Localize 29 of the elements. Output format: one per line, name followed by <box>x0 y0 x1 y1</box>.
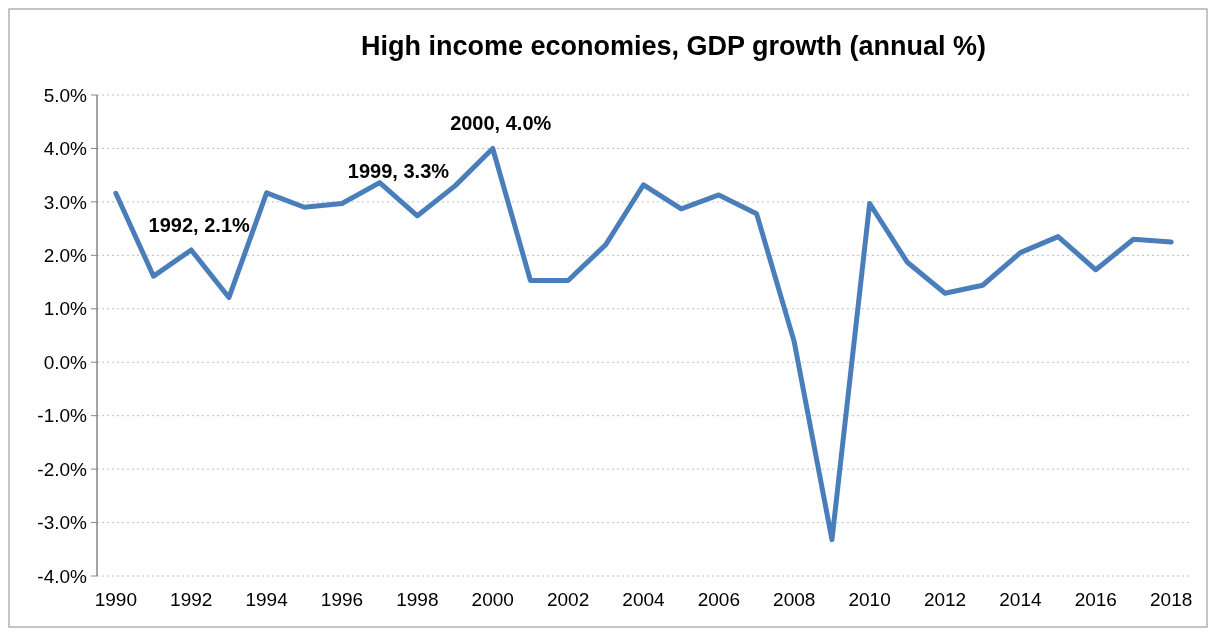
y-tick-label: 0.0% <box>43 351 88 373</box>
annotation: 1992, 2.1% <box>148 213 251 236</box>
y-tick-label: 3.0% <box>43 191 88 213</box>
annotation: 2000, 4.0% <box>450 112 552 135</box>
x-tick-label: 1996 <box>320 589 364 610</box>
annotation: 1999, 3.3% <box>347 159 450 182</box>
x-tick-label: 2000 <box>471 589 514 610</box>
x-tick-label: 2004 <box>622 589 666 610</box>
y-tick-label: 5.0% <box>43 84 88 106</box>
x-tick-label: 1994 <box>245 589 289 610</box>
x-tick-label: 1992 <box>170 589 213 610</box>
x-tick-label: 2018 <box>1150 589 1193 610</box>
x-tick-label: 2012 <box>923 589 967 610</box>
y-tick-label: -4.0% <box>37 565 88 587</box>
y-tick-label: 2.0% <box>43 244 88 266</box>
x-tick-label: 2014 <box>999 589 1042 610</box>
x-tick-label: 2002 <box>546 589 590 610</box>
x-tick-label: 2008 <box>773 589 816 610</box>
chart-title: High income economies, GDP growth (annual %) <box>360 31 987 61</box>
x-tick-label: 2016 <box>1074 589 1117 610</box>
y-tick-label: -1.0% <box>37 405 88 427</box>
y-tick-label: -2.0% <box>37 458 88 480</box>
y-tick-label: 4.0% <box>43 138 88 160</box>
y-tick-label: 1.0% <box>43 298 88 320</box>
x-tick-label: 2010 <box>848 589 891 610</box>
x-tick-label: 1990 <box>94 589 137 610</box>
y-tick-label: -3.0% <box>37 512 88 534</box>
x-tick-label: 1998 <box>396 589 439 610</box>
x-tick-label: 2006 <box>697 589 741 610</box>
